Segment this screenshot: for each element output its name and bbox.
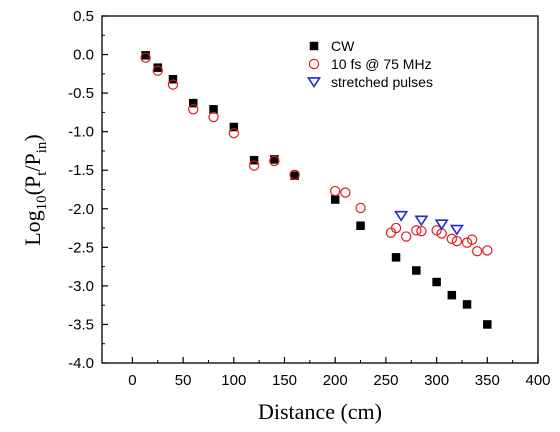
x-tick-label: 350 [475,372,500,389]
data-point [269,155,280,167]
plot-frame [101,15,539,364]
data-point [391,253,401,262]
data-point [340,187,351,198]
data-point [466,234,478,245]
x-tick-label: 300 [424,372,449,389]
data-point [229,122,239,132]
data-point [188,104,199,115]
tick-labels: 0 50 100 150 200 250 300 350 400 0.5 0.0 -0.5 -1.0 -1… [68,8,550,389]
data-point [152,65,163,76]
legend-label: stretched pulses [331,74,433,90]
data-point [447,290,457,300]
data-point [355,202,366,214]
axis-ticks [102,15,539,364]
data-point [189,98,198,108]
x-axis-title: Distance (cm) [258,399,382,424]
data-point [394,210,409,222]
y-tick-label: -0.5 [68,85,94,102]
y-tick-label: -2.0 [68,201,94,218]
y-tick-label: -3.5 [68,316,94,333]
y-tick-label: 0.5 [73,8,94,25]
data-point [140,52,151,63]
data-point [431,225,442,236]
data-point [449,224,464,236]
x-tick-label: 200 [323,372,348,389]
series-2 [394,210,464,236]
x-tick-label: 400 [525,372,550,389]
y-axis-title-base: 10 [34,195,50,210]
data-point [411,225,422,236]
data-point [462,300,472,309]
data-point [249,155,259,165]
legend-marker [306,77,322,89]
x-tick-label: 250 [373,372,398,389]
data-point [209,105,218,114]
data-point [414,215,429,227]
data-point [330,195,340,204]
data-point [483,320,492,329]
y-tick-label: -3.0 [68,278,94,295]
y-axis-title-num-sub: t [34,171,50,176]
data-point [432,277,441,287]
y-tick-label: -4.0 [68,355,94,372]
x-tick-label: 0 [128,372,136,389]
y-tick-label: -1.5 [68,162,94,179]
data-point [167,79,179,90]
data-point [400,231,412,242]
data-point [208,111,219,123]
data-point [416,225,427,237]
y-axis-title-open: (P [20,176,45,196]
data-point [446,233,458,245]
series-1 [140,52,493,257]
y-tick-label: -2.5 [68,239,94,256]
y-axis-title: Log10(Pt/Pin) [20,134,50,246]
x-tick-label: 100 [221,372,246,389]
data-point [153,63,163,72]
legend: CW 10 fs @ 75 MHz stretched pulses [306,38,433,90]
data-point [141,51,150,60]
data-point [228,128,240,139]
x-tick-label: 50 [175,372,192,389]
data-point [434,219,449,231]
y-tick-label: -1.0 [68,124,94,141]
legend-label: CW [331,38,355,54]
data-point [168,74,178,84]
y-tick-label: 0.0 [73,47,94,64]
data-point [471,245,483,257]
x-tick-label: 150 [272,372,297,389]
legend-marker [309,41,319,51]
data-point [290,171,299,180]
series-0 [141,51,492,329]
data-point [390,222,402,234]
data-point [412,266,421,275]
data-point [270,155,279,164]
data-point [482,245,493,256]
data-point [289,169,300,181]
y-axis-title-den-sub: in [34,141,50,153]
data-point [248,160,260,171]
y-axis-title-log: Log [20,210,45,245]
y-axis-title-close: ) [20,134,45,141]
legend-label: 10 fs @ 75 MHz [331,56,432,72]
y-axis-title-slash: /P [20,153,45,171]
data-point [451,235,463,247]
data-point [461,237,473,248]
data-point [330,185,341,197]
data-points [140,51,493,329]
data-point [356,221,365,230]
legend-marker [308,58,320,70]
